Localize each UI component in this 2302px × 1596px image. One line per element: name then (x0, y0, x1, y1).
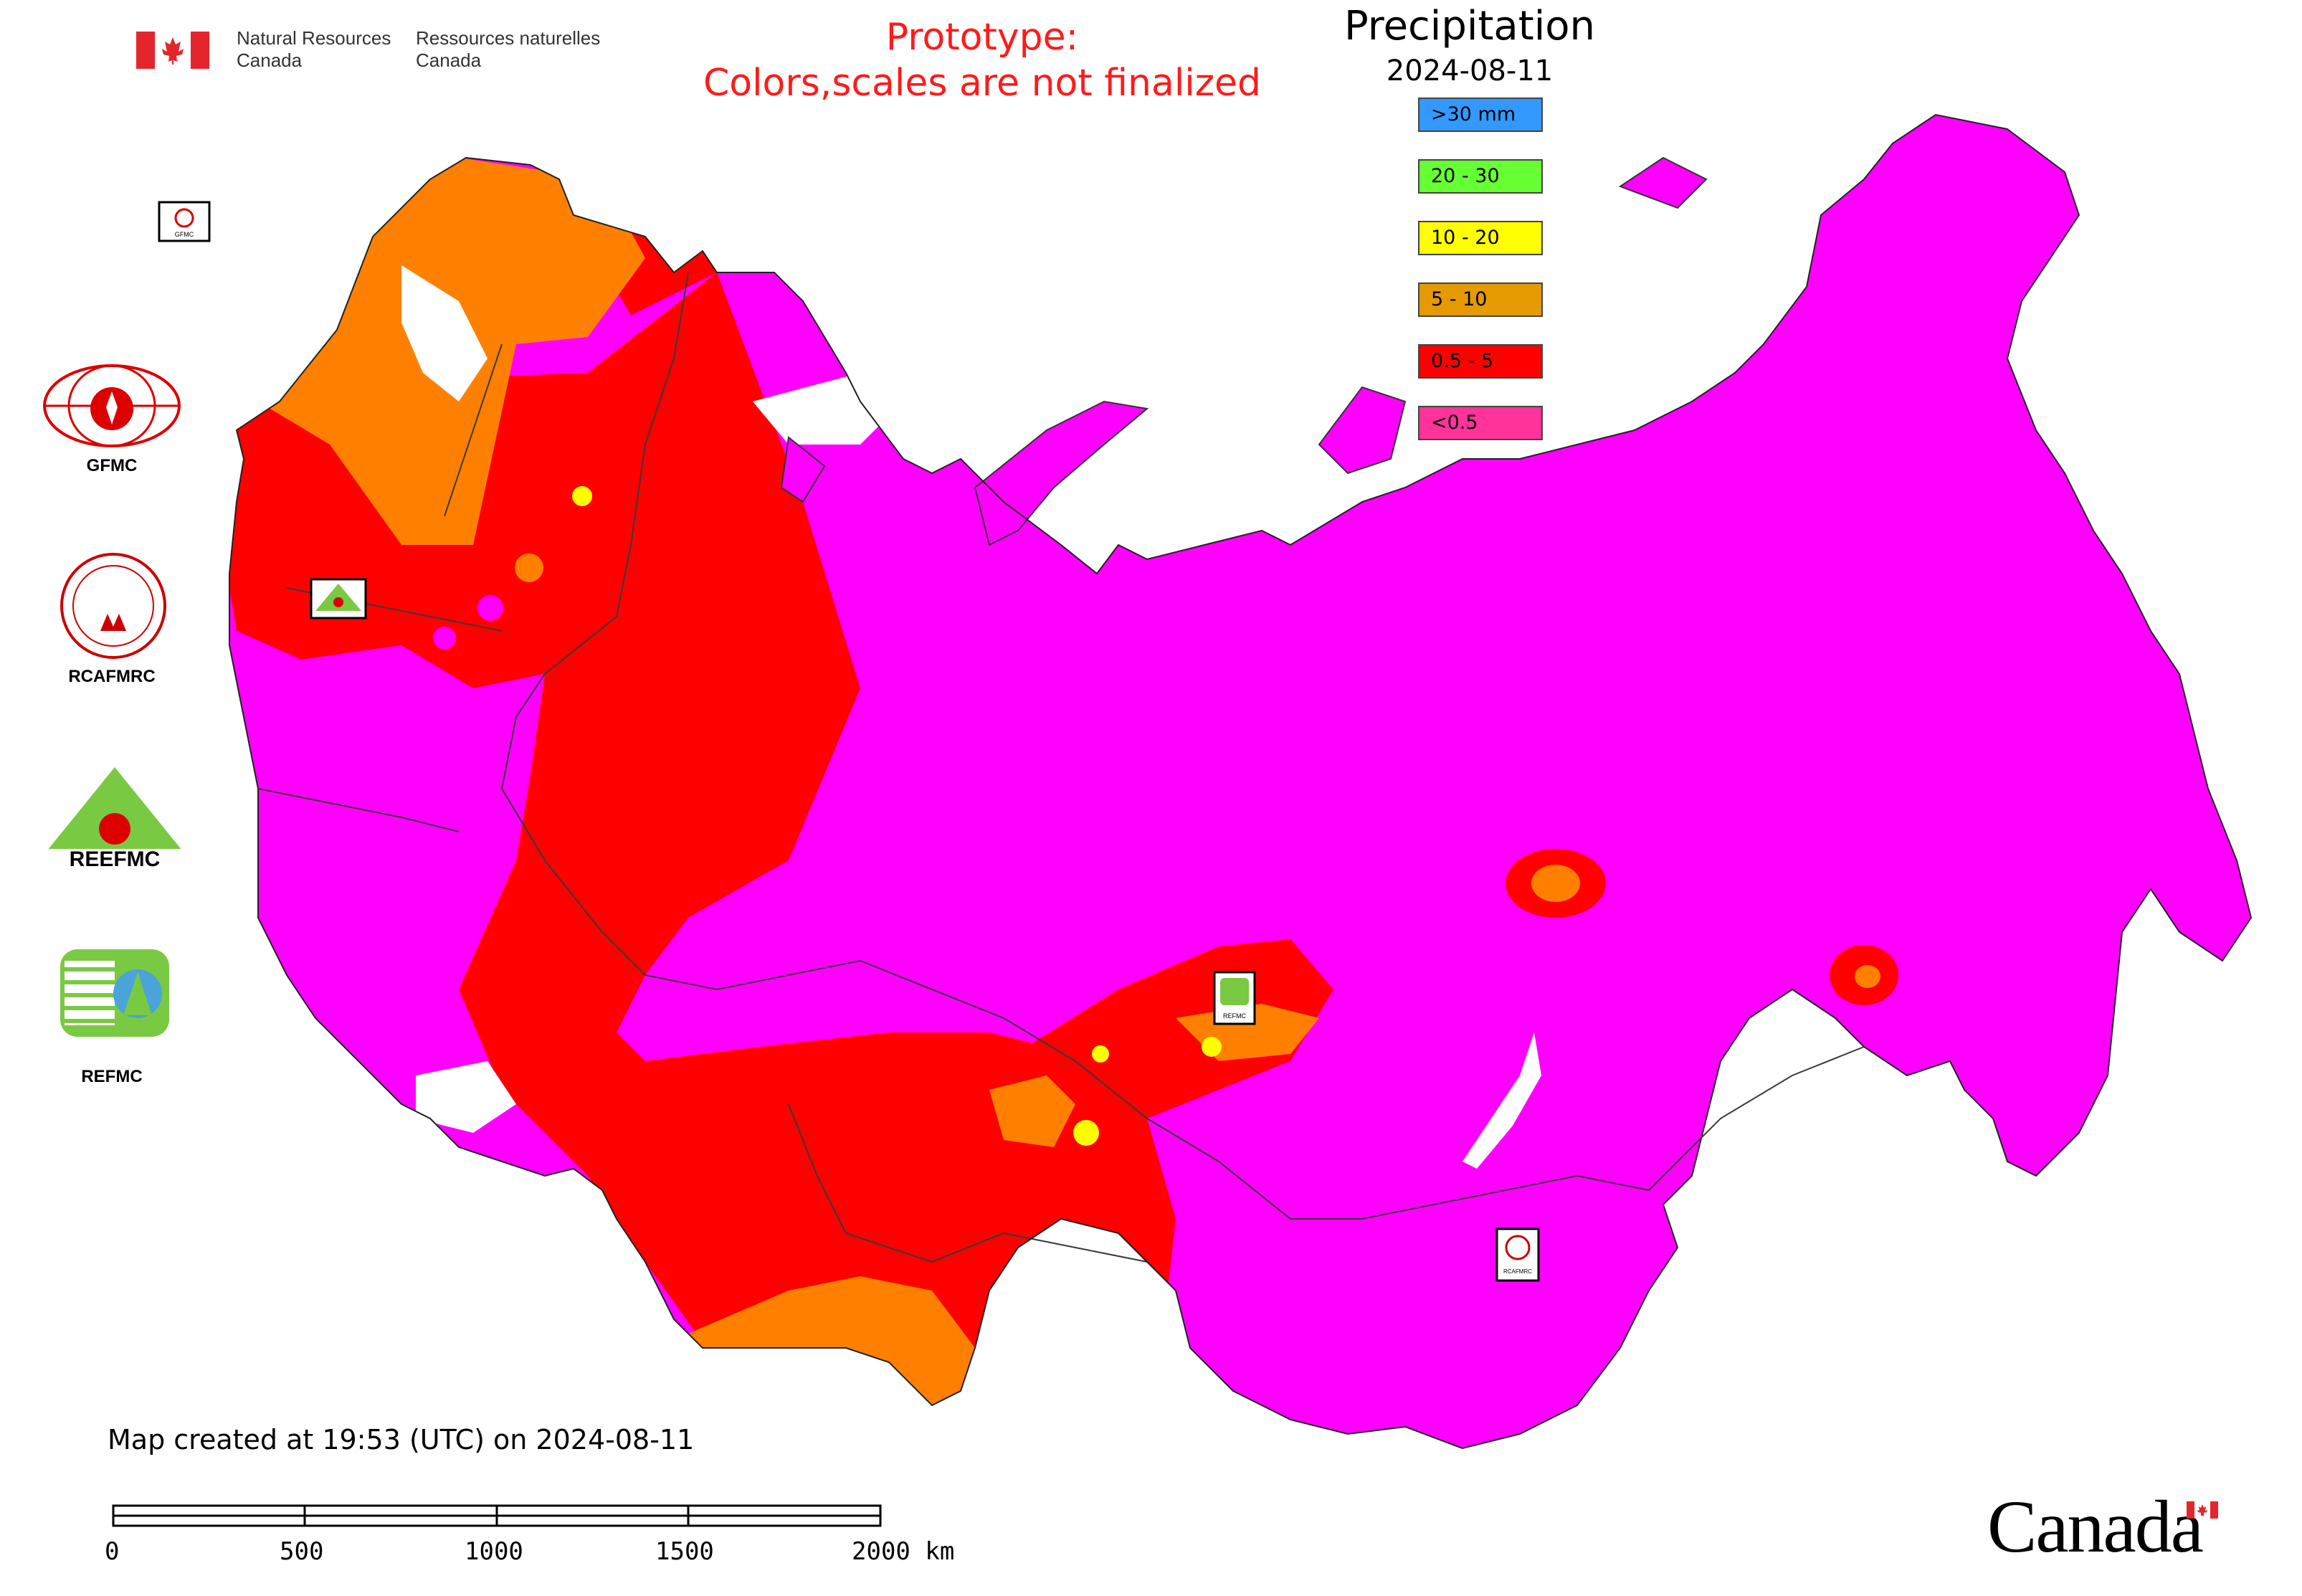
prototype-notice: Prototype: Colors,scales are not finaliz… (595, 14, 1369, 106)
refmc-label: REFMC (81, 1067, 143, 1086)
rcafmrc-logo-icon (57, 552, 169, 662)
border-kazakhstan (788, 1103, 1004, 1263)
scale-bar (112, 1504, 882, 1527)
canada-flag-icon (136, 32, 209, 69)
org-name-french-line1: Ressources naturelles (416, 27, 601, 49)
org-name-english-line2: Canada (237, 49, 303, 71)
arctic-islands (780, 156, 1708, 546)
border-belarus-ukraine (500, 673, 646, 976)
zone-below-0-5-spot-a (477, 595, 503, 621)
prototype-notice-line2: Colors,scales are not finalized (703, 62, 1262, 105)
gfmc-logo-icon (42, 363, 182, 452)
zone-5-to-10-spot (515, 554, 543, 582)
legend-item-over-30: >30 mm (1418, 98, 1543, 132)
zone-10-to-20-west (572, 486, 592, 506)
svg-text:GFMC: GFMC (175, 231, 194, 238)
org-name-french: Ressources naturelles Canada (416, 27, 600, 72)
legend-item-10-20: 10 - 20 (1418, 221, 1543, 255)
legend-item-20-30: 20 - 30 (1418, 159, 1543, 194)
country-borders (257, 272, 1865, 1263)
zone-below-0-5-west (237, 631, 545, 1032)
org-name-english-line1: Natural Resources (237, 27, 391, 49)
legend-title: Precipitation (1343, 3, 1596, 49)
legend-item-0-5-5: 0.5 - 5 (1418, 344, 1543, 379)
novaya-zemlya (974, 400, 1149, 546)
kamchatka (1979, 402, 2079, 602)
wordmark-flag-icon (2187, 1501, 2218, 1521)
scale-label-1000: 1000 (465, 1537, 523, 1566)
gulf-of-bothnia (401, 265, 487, 402)
prototype-notice-line1: Prototype: (885, 16, 1079, 59)
rcafmrc-label: RCAFMRC (68, 667, 156, 686)
sakhalin (2065, 803, 2101, 961)
new-siberian-islands (1618, 156, 1708, 209)
org-name-french-line2: Canada (416, 49, 482, 71)
scale-label-1500: 1500 (655, 1537, 714, 1566)
reefmc-logo-icon: REEFMC (39, 764, 191, 875)
white-sea (753, 373, 903, 445)
legend-date: 2024-08-11 (1386, 54, 1554, 87)
zone-below-0-5-spot-b (433, 627, 456, 650)
severnaya-zemlya (1318, 386, 1407, 475)
canada-wordmark: Canada (1987, 1486, 2204, 1568)
border-china (1003, 1232, 1148, 1263)
coastline (229, 113, 2253, 1450)
border-poland (257, 788, 460, 832)
zone-5-to-10-central-asia (688, 1276, 975, 1405)
svg-text:RCAFMRC: RCAFMRC (1503, 1268, 1532, 1275)
map-marker-refmc[interactable]: REFMC (1213, 971, 1256, 1025)
map-marker-rcafmrc[interactable]: RCAFMRC (1495, 1227, 1540, 1282)
org-name-english: Natural Resources Canada (237, 27, 391, 72)
legend-item-5-10: 5 - 10 (1418, 282, 1543, 317)
refmc-logo-icon (57, 946, 172, 1042)
zone-10-to-20-c (1092, 1045, 1109, 1063)
legend-item-below-0-5: <0.5 (1418, 406, 1543, 440)
svg-text:REEFMC: REEFMC (70, 847, 161, 871)
zone-5-to-10-altai (989, 1004, 1319, 1147)
map-marker-reefmc[interactable] (310, 578, 367, 619)
zone-10-to-20-a (1073, 1120, 1099, 1146)
border-russia-south (645, 959, 1865, 1220)
black-sea (416, 1061, 516, 1133)
zone-10-to-20-b (1202, 1037, 1222, 1057)
map-created-timestamp: Map created at 19:53 (UTC) on 2024-08-11 (108, 1424, 695, 1455)
scale-label-500: 500 (280, 1537, 324, 1566)
lake-baikal (1462, 1032, 1541, 1169)
border-sweden-finland (444, 343, 503, 517)
far-east-islands (1979, 402, 2101, 961)
zone-5-to-10-far-east (1855, 965, 1880, 988)
kolguev (780, 436, 826, 503)
svg-text:REFMC: REFMC (1223, 1012, 1246, 1020)
map-marker-gfmc[interactable]: GFMC (158, 201, 211, 242)
scale-label-2000: 2000 km (852, 1537, 955, 1566)
zone-5-to-10-yakutia (1531, 865, 1580, 902)
border-finland-russia (544, 272, 689, 675)
water-bodies (401, 265, 1541, 1169)
gfmc-label: GFMC (86, 456, 138, 475)
zone-0-5-to-5-west (229, 272, 1176, 1405)
scale-label-0: 0 (105, 1537, 120, 1566)
